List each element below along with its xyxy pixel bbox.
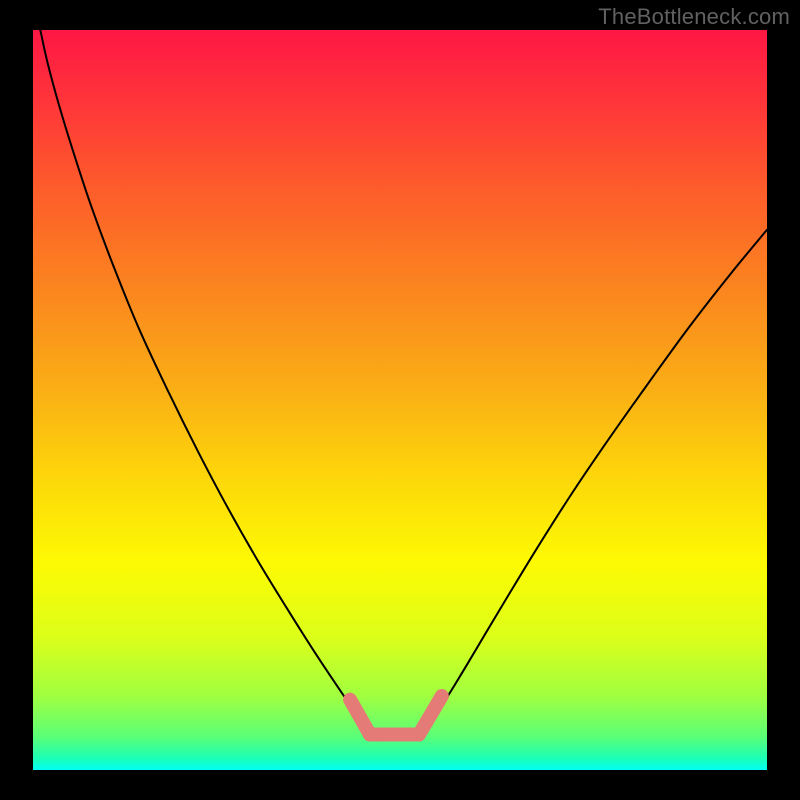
chart-gradient-background [33,30,767,770]
attribution-text: TheBottleneck.com [598,4,790,30]
bottleneck-chart [0,0,800,800]
